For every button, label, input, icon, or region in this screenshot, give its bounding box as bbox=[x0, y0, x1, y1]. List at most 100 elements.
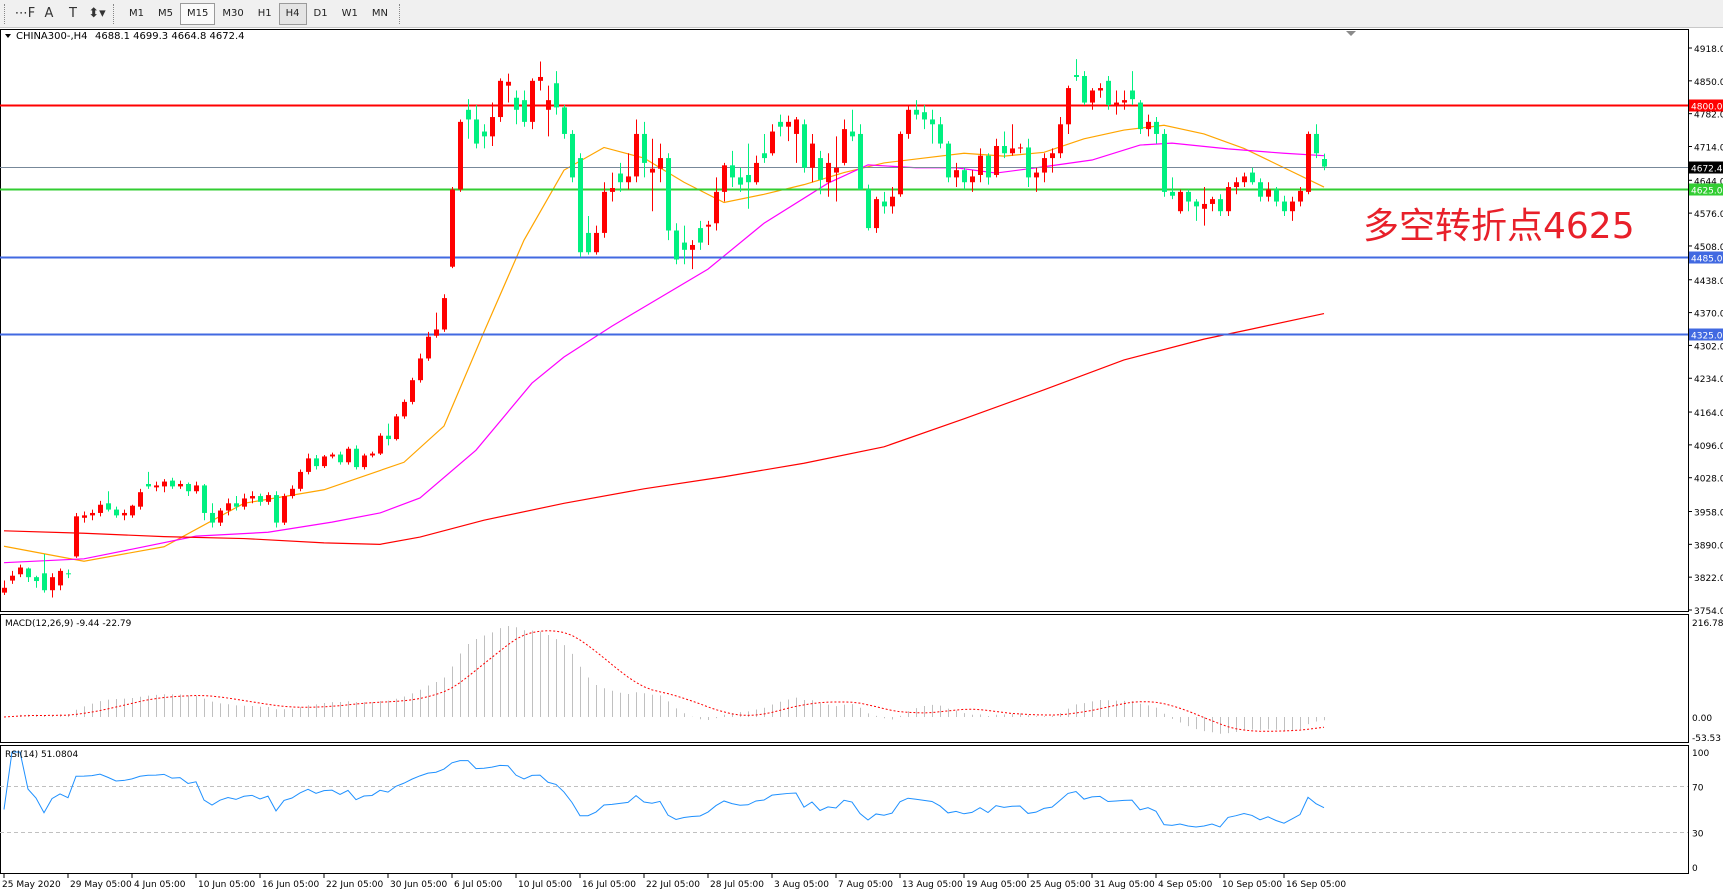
x-tick-label: 3 Aug 05:00 bbox=[774, 880, 829, 890]
candle bbox=[514, 90, 519, 125]
candle bbox=[506, 73, 511, 103]
y-tick-label: 4714.0 bbox=[1694, 143, 1723, 153]
candle bbox=[410, 377, 415, 405]
candle-body bbox=[946, 143, 951, 178]
candle bbox=[522, 90, 527, 127]
timeframe-mn-button[interactable]: MN bbox=[371, 8, 388, 19]
macd-plot-frame bbox=[0, 614, 1689, 743]
candle bbox=[914, 100, 919, 120]
timeframe-m15-button[interactable]: M15 bbox=[180, 2, 216, 25]
candle bbox=[1034, 167, 1039, 192]
candle-body bbox=[586, 232, 591, 253]
candle bbox=[266, 492, 271, 505]
rsi-panel[interactable] bbox=[0, 745, 1689, 874]
candle-body bbox=[410, 380, 415, 402]
timeframe-h4-button[interactable]: H4 bbox=[278, 2, 307, 25]
candle-body bbox=[1082, 76, 1087, 103]
candle bbox=[538, 61, 543, 91]
candle-body bbox=[2, 587, 7, 593]
candle-body bbox=[938, 124, 943, 144]
x-tick-label: 16 Sep 05:00 bbox=[1286, 880, 1346, 890]
candle-body bbox=[874, 199, 879, 229]
timeframe-m5-button[interactable]: M5 bbox=[158, 8, 173, 19]
y-tick-label: 3890.0 bbox=[1694, 541, 1723, 551]
candle-body bbox=[578, 158, 583, 253]
y-tick-label: 4302.0 bbox=[1694, 342, 1723, 352]
y-tick-label: 3822.0 bbox=[1694, 574, 1723, 584]
candle bbox=[722, 162, 727, 202]
candle-body bbox=[970, 176, 975, 183]
candle bbox=[698, 220, 703, 250]
candle-body bbox=[850, 131, 855, 137]
timeframe-m1-button[interactable]: M1 bbox=[129, 8, 144, 19]
macd-panel[interactable] bbox=[0, 614, 1689, 743]
candle-body bbox=[1290, 201, 1295, 212]
candle bbox=[858, 124, 863, 190]
candle bbox=[1098, 83, 1103, 98]
candle-body bbox=[546, 100, 551, 110]
candle bbox=[738, 167, 743, 192]
candle bbox=[706, 220, 711, 245]
level-price-tag bbox=[1689, 328, 1723, 341]
chart-shift-marker-icon[interactable] bbox=[1346, 31, 1356, 36]
text-box-icon: T bbox=[69, 6, 77, 21]
y-tick-label: 3958.0 bbox=[1694, 509, 1723, 519]
candle-body bbox=[186, 483, 191, 492]
candle-body bbox=[682, 242, 687, 250]
text-button[interactable]: A bbox=[37, 3, 61, 25]
macd-label: MACD(12,26,9) -9.44 -22.79 bbox=[5, 619, 132, 629]
level-price-label: 4325.0 bbox=[1691, 332, 1723, 342]
candle-body bbox=[234, 503, 239, 507]
candle-body bbox=[922, 112, 927, 120]
collapse-triangle-icon[interactable] bbox=[5, 34, 11, 38]
candle bbox=[874, 196, 879, 233]
candle-body bbox=[458, 121, 463, 190]
candle-body bbox=[50, 577, 55, 591]
arrows-button[interactable]: ⬍▾ bbox=[85, 3, 109, 25]
candle-body bbox=[1322, 158, 1327, 167]
macd-tick-label: 0.00 bbox=[1692, 714, 1712, 724]
candle bbox=[1058, 117, 1063, 159]
candle-body bbox=[42, 573, 47, 591]
candle bbox=[1018, 143, 1023, 154]
candle bbox=[90, 509, 95, 521]
timeframe-h1-button[interactable]: H1 bbox=[257, 8, 272, 19]
candle bbox=[578, 153, 583, 258]
text-label-button[interactable]: ⋯F bbox=[13, 3, 37, 25]
text-box-button[interactable]: T bbox=[61, 3, 85, 25]
candle-body bbox=[1202, 203, 1207, 209]
candle bbox=[1282, 195, 1287, 217]
candle-body bbox=[698, 228, 703, 243]
candle-body bbox=[362, 455, 367, 468]
candle bbox=[1114, 90, 1119, 115]
candle bbox=[218, 508, 223, 526]
candle bbox=[362, 453, 367, 470]
candle-body bbox=[978, 155, 983, 175]
timeframe-m30-button[interactable]: M30 bbox=[222, 8, 244, 19]
candle bbox=[754, 155, 759, 185]
candle bbox=[298, 469, 303, 492]
candle-body bbox=[34, 577, 39, 582]
candle-body bbox=[858, 133, 863, 190]
candle bbox=[946, 141, 951, 183]
candle bbox=[1010, 124, 1015, 156]
candle bbox=[786, 115, 791, 142]
candle-body bbox=[706, 224, 711, 227]
candle bbox=[954, 162, 959, 188]
candle bbox=[1242, 172, 1247, 188]
timeframe-w1-button[interactable]: W1 bbox=[341, 8, 358, 19]
x-tick-label: 22 Jun 05:00 bbox=[326, 880, 383, 890]
candle-body bbox=[610, 188, 615, 192]
main-chart-panel[interactable] bbox=[0, 29, 1689, 612]
candle bbox=[58, 568, 63, 591]
candle bbox=[970, 170, 975, 192]
timeframe-d1-button[interactable]: D1 bbox=[313, 8, 328, 19]
candle-body bbox=[1250, 172, 1255, 183]
candle bbox=[394, 413, 399, 441]
candle bbox=[922, 104, 927, 130]
candle bbox=[778, 114, 783, 137]
candle-body bbox=[1122, 100, 1127, 103]
candle-body bbox=[714, 191, 719, 224]
candle-body bbox=[1210, 199, 1215, 204]
